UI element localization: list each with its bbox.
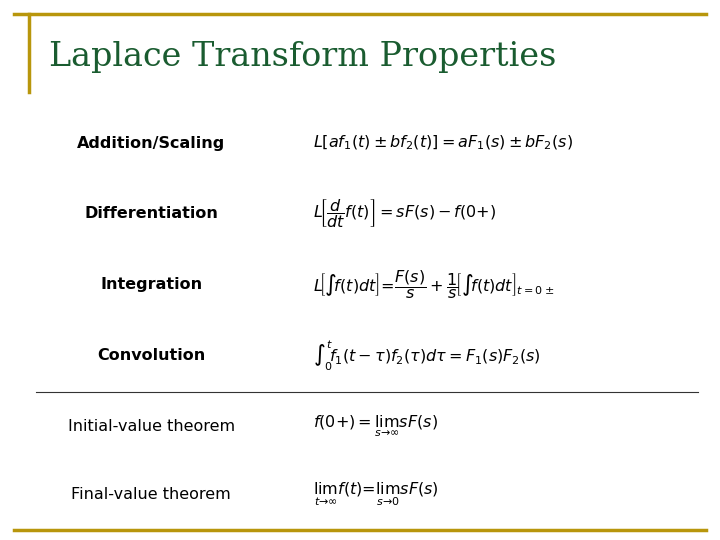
Text: $\int_0^t\! f_1(t-\tau)f_2(\tau)d\tau = F_1(s)F_2(s)$: $\int_0^t\! f_1(t-\tau)f_2(\tau)d\tau = … bbox=[313, 338, 541, 373]
Text: $L\!\left[\int\! f(t)dt\right]\!=\!\dfrac{F(s)}{s} + \dfrac{1}{s}\!\left[\int\! : $L\!\left[\int\! f(t)dt\right]\!=\!\dfra… bbox=[313, 268, 554, 301]
Text: Initial-value theorem: Initial-value theorem bbox=[68, 419, 235, 434]
Text: Convolution: Convolution bbox=[97, 348, 205, 363]
Text: $L\!\left[\dfrac{d}{dt}f(t)\right] = sF(s) - f(0{+})$: $L\!\left[\dfrac{d}{dt}f(t)\right] = sF(… bbox=[313, 197, 496, 230]
Text: $\lim_{t \to \infty} f(t) = \lim_{s \to 0} sF(s)$: $\lim_{t \to \infty} f(t) = \lim_{s \to … bbox=[313, 481, 439, 508]
Text: $L[af_1(t) \pm bf_2(t)] = aF_1(s) \pm bF_2(s)$: $L[af_1(t) \pm bf_2(t)] = aF_1(s) \pm bF… bbox=[313, 134, 573, 152]
Text: Laplace Transform Properties: Laplace Transform Properties bbox=[49, 40, 557, 73]
Text: Addition/Scaling: Addition/Scaling bbox=[77, 136, 225, 151]
Text: Final-value theorem: Final-value theorem bbox=[71, 487, 231, 502]
Text: Integration: Integration bbox=[100, 277, 202, 292]
Text: $f(0{+}) = \lim_{s \to \infty} sF(s)$: $f(0{+}) = \lim_{s \to \infty} sF(s)$ bbox=[313, 414, 438, 439]
Text: Differentiation: Differentiation bbox=[84, 206, 218, 221]
